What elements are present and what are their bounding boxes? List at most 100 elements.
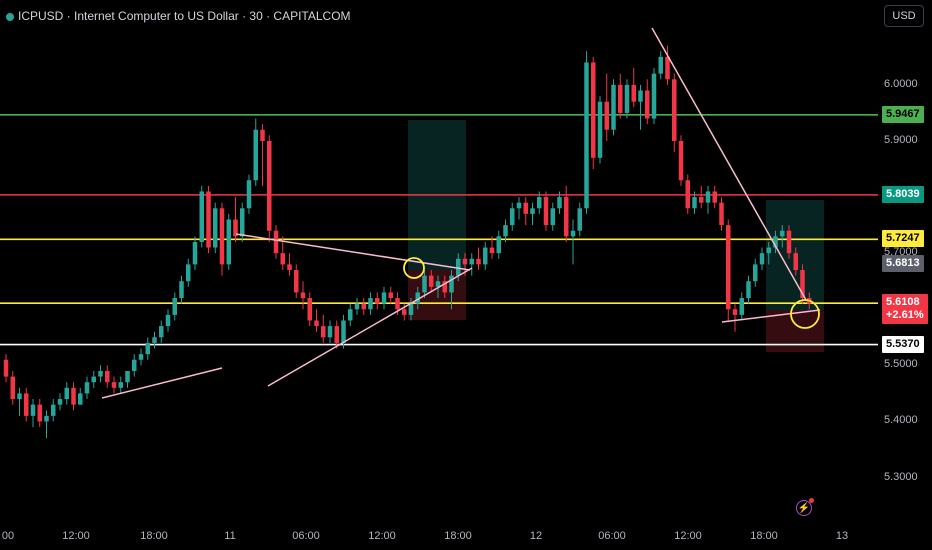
candle (753, 258, 758, 287)
candle-body (429, 275, 434, 287)
candle-body (577, 208, 582, 231)
candle-body (138, 354, 144, 360)
candle-body (267, 140, 272, 231)
candle (537, 191, 542, 214)
price-tag: 5.8039 (882, 185, 924, 203)
time-tick-label: 18:00 (140, 530, 168, 542)
candle-body (530, 208, 535, 214)
candle (24, 387, 29, 422)
candle-body (408, 303, 414, 315)
candle-body (516, 202, 522, 209)
candle-body (219, 208, 225, 265)
candle-body (476, 258, 481, 265)
candle (78, 387, 83, 405)
candle-body (523, 202, 528, 214)
candle-body (213, 208, 218, 248)
candle-body (510, 208, 515, 226)
candle-body (746, 281, 751, 299)
candle (584, 51, 589, 214)
candle (125, 370, 130, 388)
candle (334, 320, 339, 349)
candle (199, 185, 204, 248)
currency-button[interactable]: USD (884, 5, 924, 27)
candle (354, 298, 360, 315)
candle-body (172, 298, 177, 315)
candle-body (442, 281, 447, 293)
candle (415, 286, 420, 310)
price-tag: 5.5370 (882, 335, 924, 353)
candle-body (699, 197, 704, 203)
candle-body (793, 253, 798, 270)
candle-body (732, 309, 738, 315)
candle-body (624, 84, 630, 113)
candle (105, 365, 110, 388)
candle-body (152, 337, 157, 343)
candle-body (726, 225, 731, 310)
candle (246, 174, 252, 214)
candle-body (57, 399, 63, 405)
candle (44, 410, 49, 439)
candle (3, 354, 9, 383)
candle (233, 197, 238, 242)
time-tick-label: 18:00 (444, 530, 472, 542)
candle-body (368, 298, 373, 310)
candle-body (753, 264, 758, 282)
time-tick-label: 11 (224, 530, 236, 542)
candle-body (449, 275, 454, 293)
candle (57, 393, 63, 411)
candle-body (118, 382, 123, 388)
candle-body (692, 197, 697, 209)
trendline (267, 267, 473, 387)
candle (219, 202, 225, 276)
candle-body (186, 264, 191, 282)
candle-body (375, 298, 380, 304)
candle (510, 202, 515, 231)
candle (91, 370, 96, 388)
candle (712, 185, 717, 209)
candle (516, 197, 522, 220)
candle-body (766, 247, 771, 254)
flash-icon[interactable]: ⚡ (796, 498, 814, 516)
candle (172, 292, 177, 321)
candle (280, 236, 285, 270)
candle-body (233, 219, 238, 237)
candle-body (105, 370, 110, 383)
candle (314, 309, 319, 332)
candle (550, 202, 555, 231)
trendline (721, 309, 821, 323)
candle-body (199, 191, 204, 242)
candle-body (145, 342, 150, 355)
time-tick-label: 18:00 (750, 530, 778, 542)
candle-body (611, 84, 616, 130)
candle (408, 298, 414, 321)
candle-body (469, 258, 474, 265)
candle (300, 281, 306, 310)
candle (64, 382, 69, 405)
candle (98, 365, 103, 383)
candle (564, 185, 569, 242)
candle-body (773, 236, 778, 248)
candle (726, 219, 731, 321)
price-tick-label: 5.4000 (884, 414, 918, 427)
price-tag-value: 5.9467 (886, 107, 920, 120)
price-tick-label: 5.3000 (884, 470, 918, 483)
candle (118, 376, 123, 394)
price-tag: 5.6108 +2.61% (882, 294, 928, 325)
candle (348, 303, 353, 327)
candle (685, 174, 690, 214)
candle-body (759, 253, 765, 265)
price-tick-label: 5.5000 (884, 358, 918, 371)
candle-body (705, 191, 711, 203)
candle-body (159, 326, 164, 338)
candle-body (489, 247, 495, 254)
candle (287, 253, 292, 276)
candle (570, 219, 576, 265)
candle-body (685, 180, 690, 209)
candle (469, 253, 474, 276)
candle (645, 79, 650, 125)
candle-body (192, 241, 198, 265)
candle (739, 292, 744, 321)
candle-body (91, 376, 96, 383)
candle (699, 185, 704, 209)
